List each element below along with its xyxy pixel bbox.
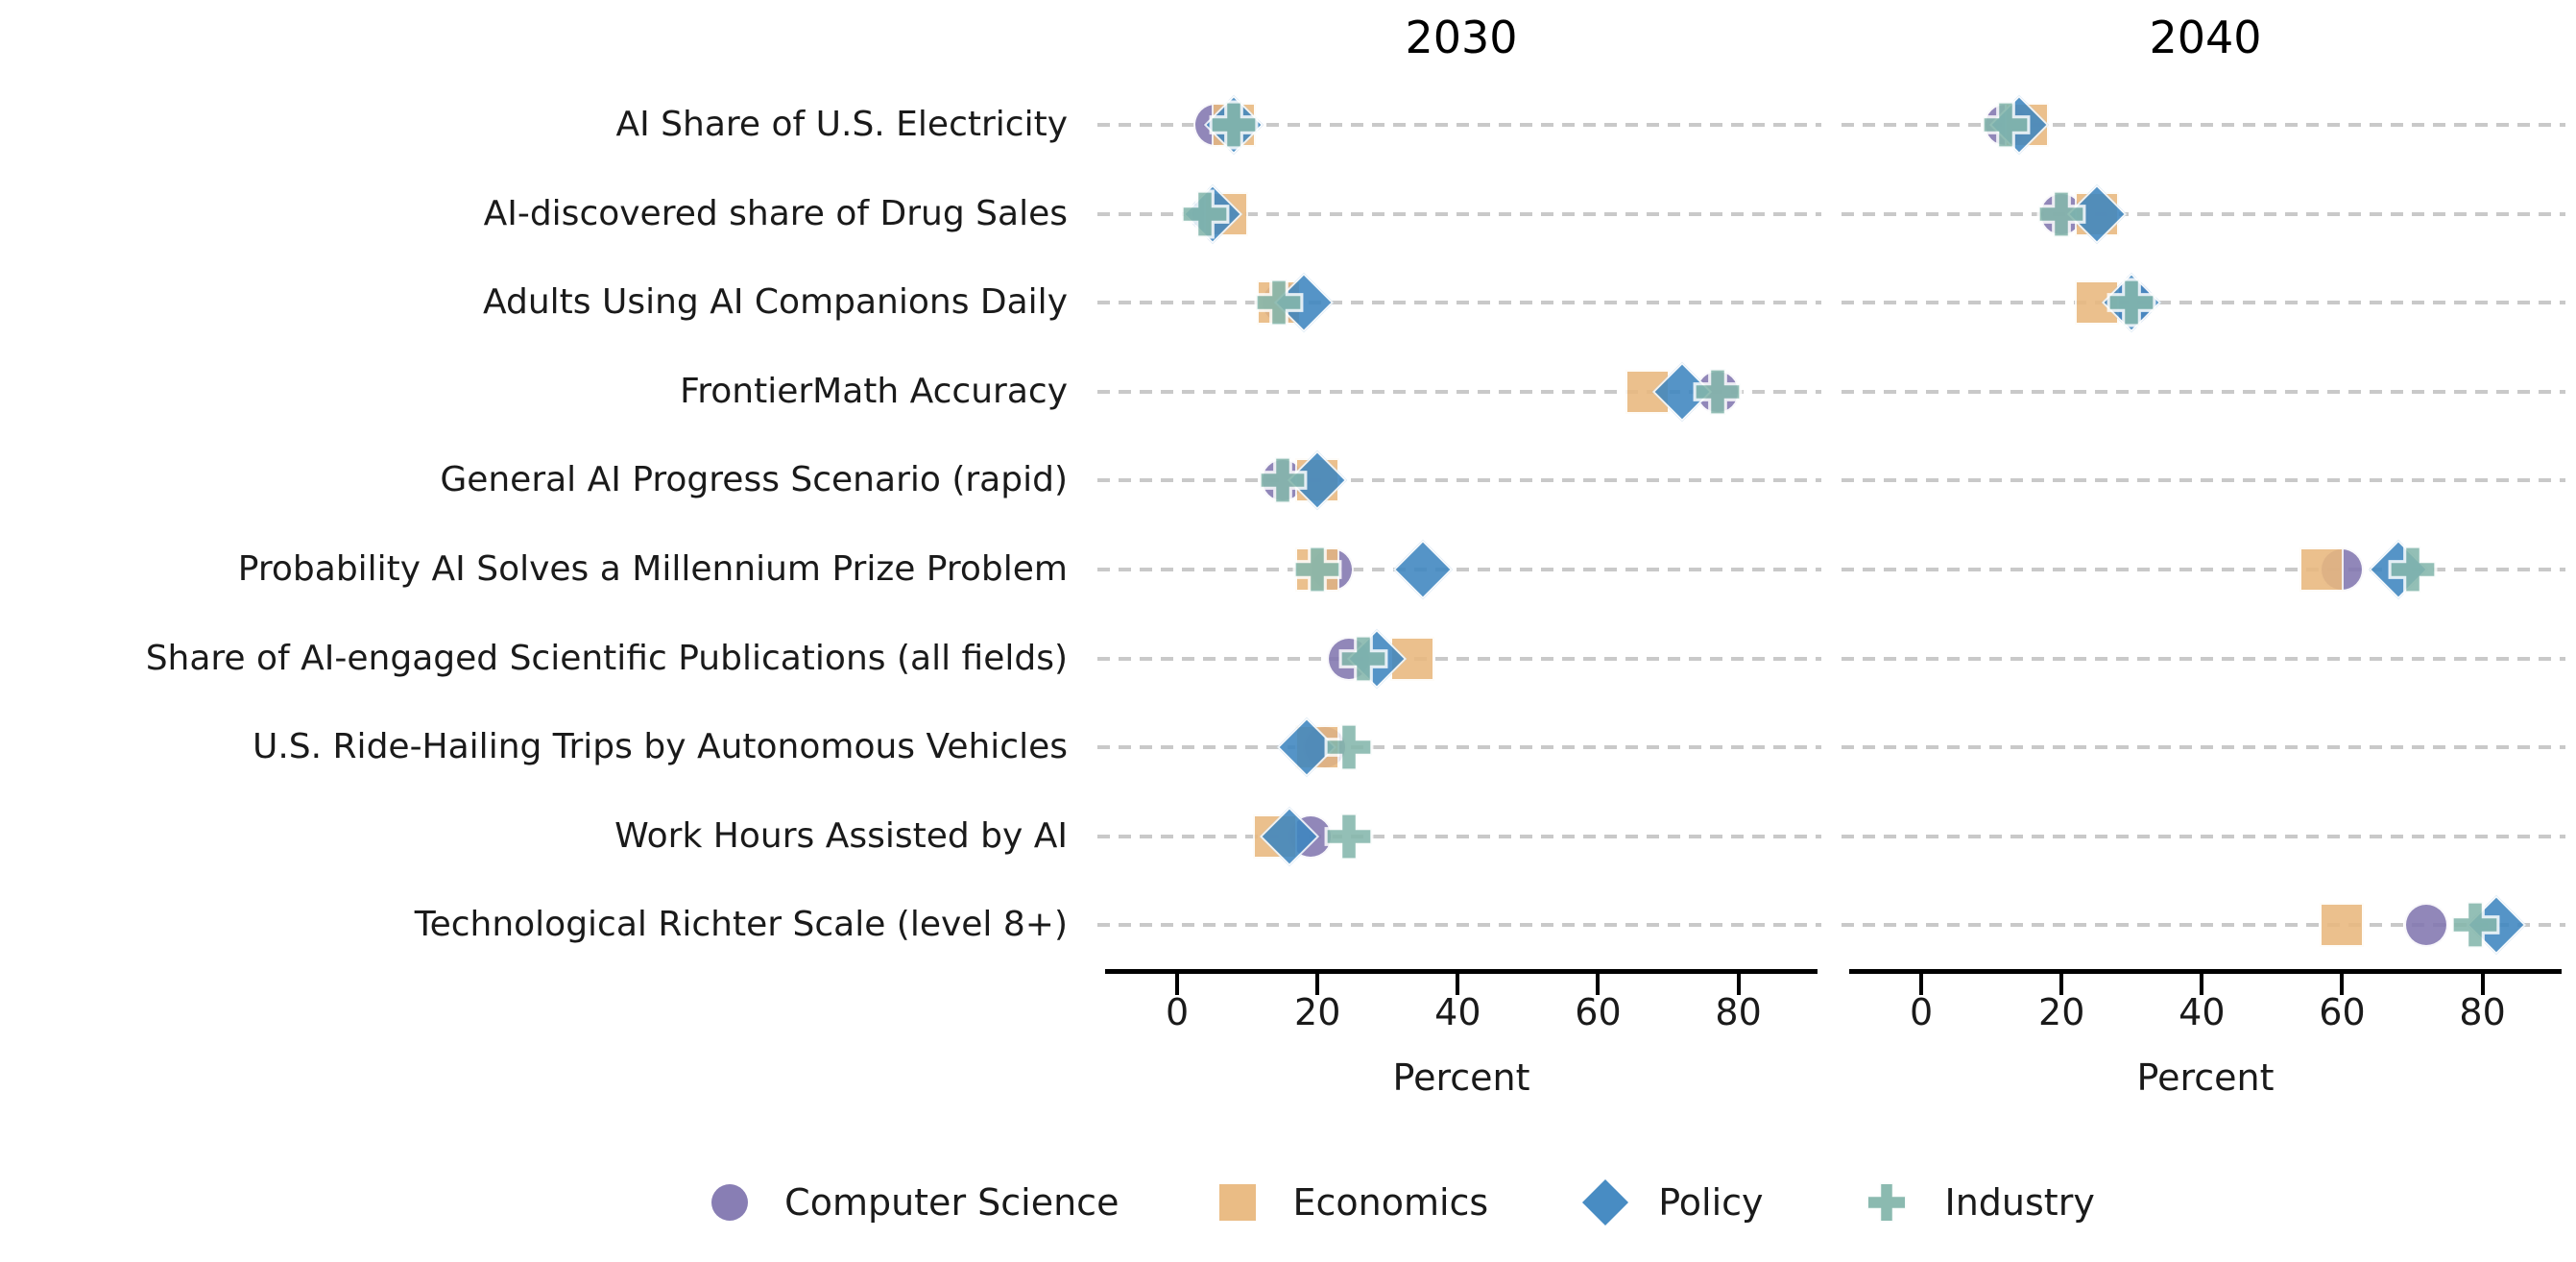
x-tick-label: 0 — [1909, 991, 1934, 1033]
legend-label: Economics — [1292, 1181, 1489, 1224]
x-axis-label-2030: Percent — [1392, 1056, 1530, 1099]
gridline — [1097, 211, 1821, 216]
x-tick-label: 40 — [2179, 991, 2226, 1033]
gridline — [1842, 211, 2565, 216]
gridline — [1097, 123, 1821, 127]
legend-item-economics: Economics — [1219, 1181, 1488, 1224]
marker-industry — [1323, 811, 1375, 862]
gridline — [1097, 478, 1821, 483]
marker-policy — [1392, 539, 1453, 600]
legend-label: Policy — [1658, 1181, 1764, 1224]
x-tick-mark — [2480, 974, 2485, 995]
x-tick-mark — [1456, 974, 1460, 995]
marker-industry — [1253, 277, 1305, 328]
marker-industry — [2449, 899, 2501, 951]
marker-economics — [2299, 547, 2344, 592]
category-label: AI-discovered share of Drug Sales — [483, 193, 1068, 233]
x-tick-label: 20 — [1294, 991, 1341, 1033]
legend: Computer Science Economics Policy Industry — [0, 1174, 2576, 1231]
category-label: Work Hours Assisted by AI — [614, 815, 1068, 856]
gridline — [1097, 923, 1821, 928]
x-tick-mark — [2200, 974, 2204, 995]
marker-industry — [1257, 454, 1309, 506]
x-tick-label: 60 — [1575, 991, 1622, 1033]
panel-title-2040: 2040 — [2149, 12, 2262, 63]
gridline — [1097, 834, 1821, 838]
legend-label: Computer Science — [784, 1181, 1119, 1224]
legend-item-industry: Industry — [1865, 1180, 2095, 1225]
marker-industry — [1291, 544, 1343, 595]
category-label: U.S. Ride-Hailing Trips by Autonomous Ve… — [253, 727, 1068, 767]
circle-icon — [711, 1184, 749, 1221]
category-label: General AI Progress Scenario (rapid) — [440, 460, 1068, 500]
gridline — [1842, 745, 2565, 750]
marker-computer-science — [2404, 903, 2449, 948]
legend-label: Industry — [1944, 1181, 2095, 1224]
gridline — [1842, 923, 2565, 928]
category-label: AI Share of U.S. Electricity — [615, 105, 1068, 144]
marker-industry — [1323, 721, 1375, 773]
category-label: Share of AI-engaged Scientific Publicati… — [145, 638, 1068, 678]
category-label: Technological Richter Scale (level 8+) — [414, 905, 1068, 945]
gridline — [1842, 834, 2565, 838]
x-tick-mark — [1919, 974, 1924, 995]
marker-economics — [2320, 903, 2365, 948]
diamond-icon — [1582, 1178, 1629, 1226]
x-tick-label: 20 — [2038, 991, 2085, 1033]
x-tick-label: 0 — [1165, 991, 1190, 1033]
x-tick-mark — [2059, 974, 2064, 995]
marker-industry — [2106, 277, 2157, 328]
marker-industry — [1337, 633, 1389, 685]
gridline — [1842, 301, 2565, 305]
gridline — [1097, 568, 1821, 571]
gridline — [1842, 478, 2565, 483]
marker-industry — [1179, 188, 1231, 240]
x-tick-label: 40 — [1434, 991, 1481, 1033]
category-label: FrontierMath Accuracy — [680, 371, 1068, 411]
square-icon — [1219, 1184, 1257, 1221]
gridline — [1097, 656, 1821, 661]
x-tick-mark — [2340, 974, 2345, 995]
x-tick-label: 80 — [1715, 991, 1762, 1033]
legend-item-policy: Policy — [1582, 1178, 1764, 1226]
marker-industry — [1980, 99, 2032, 151]
gridline — [1097, 745, 1821, 750]
gridline — [1842, 656, 2565, 661]
gridline — [1097, 389, 1821, 394]
marker-industry — [2035, 188, 2087, 240]
marker-industry — [1692, 366, 1744, 418]
x-axis-spine — [1105, 969, 1818, 974]
x-tick-label: 60 — [2319, 991, 2366, 1033]
gridline — [1842, 389, 2565, 394]
marker-economics — [1625, 369, 1670, 414]
panel-title-2030: 2030 — [1405, 12, 1518, 63]
x-tick-mark — [1736, 974, 1741, 995]
x-tick-label: 80 — [2459, 991, 2506, 1033]
x-axis-spine — [1849, 969, 2562, 974]
category-label: Adults Using AI Companions Daily — [483, 282, 1068, 323]
marker-industry — [1208, 99, 1260, 151]
plus-icon — [1865, 1180, 1909, 1225]
legend-item-computer-science: Computer Science — [711, 1181, 1119, 1224]
x-tick-mark — [1596, 974, 1601, 995]
gridline — [1842, 568, 2565, 571]
category-label: Probability AI Solves a Millennium Prize… — [237, 549, 1068, 589]
marker-industry — [2387, 544, 2439, 595]
x-tick-mark — [1175, 974, 1180, 995]
x-axis-label-2040: Percent — [2136, 1056, 2275, 1099]
gridline — [1842, 123, 2565, 127]
gridline — [1097, 301, 1821, 305]
x-tick-mark — [1315, 974, 1320, 995]
